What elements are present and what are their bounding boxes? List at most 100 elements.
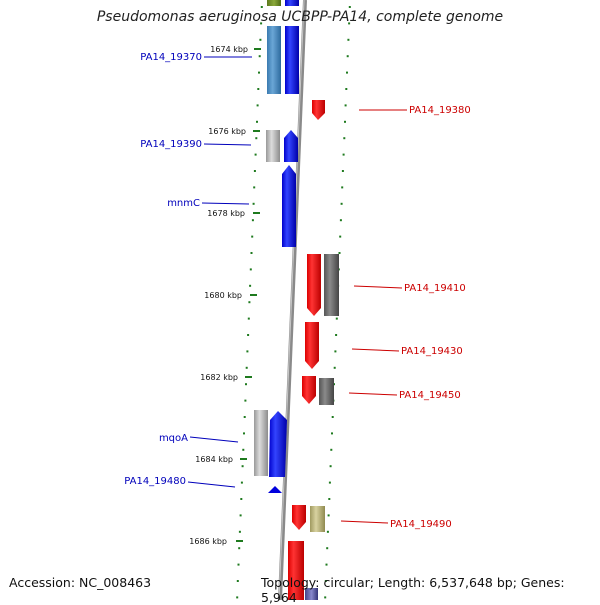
tick-dot bbox=[247, 334, 250, 336]
gene-olive[interactable] bbox=[267, 0, 281, 6]
tick-dot bbox=[328, 498, 331, 500]
gene-pa14-19430[interactable] bbox=[305, 322, 319, 369]
tick-dot bbox=[247, 317, 250, 320]
tick-dot bbox=[333, 366, 336, 369]
tick-dot bbox=[245, 366, 248, 369]
tick-dot bbox=[331, 416, 334, 418]
map-title: Pseudomonas aeruginosa UCBPP-PA14, compl… bbox=[96, 9, 504, 25]
tick-dot bbox=[253, 170, 256, 172]
kbp-tick bbox=[240, 458, 247, 460]
gene-pa14-19410[interactable] bbox=[307, 254, 321, 316]
tick-dot bbox=[239, 514, 242, 517]
tick-dot bbox=[324, 580, 327, 582]
tick-dot bbox=[246, 350, 249, 353]
gene-label-pa14-19390[interactable]: PA14_19390 bbox=[140, 139, 202, 150]
gene-mqoa-light[interactable] bbox=[254, 410, 268, 476]
tick-dot bbox=[251, 219, 254, 222]
tick-dot bbox=[335, 334, 338, 336]
leader-line bbox=[353, 285, 403, 289]
tick-dot bbox=[341, 170, 344, 172]
gene-mqoa[interactable] bbox=[269, 411, 287, 477]
gene-pa14-19380[interactable] bbox=[312, 100, 325, 120]
leader-line bbox=[187, 481, 236, 488]
tick-dot bbox=[258, 55, 261, 58]
gene-pa14-19370[interactable] bbox=[285, 26, 299, 94]
gene-pa14-19450-gray[interactable] bbox=[319, 378, 334, 405]
tick-dot bbox=[339, 219, 342, 222]
tick-dot bbox=[245, 383, 247, 386]
tick-dot bbox=[249, 268, 252, 271]
gene-blue-top[interactable] bbox=[285, 0, 299, 6]
tick-dot bbox=[257, 88, 260, 90]
tick-dot bbox=[344, 104, 347, 107]
tick-dot bbox=[335, 317, 338, 320]
tick-dot bbox=[237, 563, 240, 566]
gene-label-pa14-19450[interactable]: PA14_19450 bbox=[399, 390, 461, 401]
right-gene-labels: PA14_19380 PA14_19410 PA14_19430 PA14_19… bbox=[340, 105, 471, 530]
tick-dot bbox=[240, 481, 243, 484]
gene-label-pa14-19380[interactable]: PA14_19380 bbox=[409, 105, 471, 116]
gene-pa14-19450[interactable] bbox=[302, 376, 316, 404]
left-tick-column bbox=[236, 6, 263, 599]
gene-label-pa14-19490[interactable]: PA14_19490 bbox=[390, 519, 452, 530]
gene-label-pa14-19370[interactable]: PA14_19370 bbox=[140, 52, 202, 63]
gene-purple-bottom[interactable] bbox=[305, 588, 318, 600]
tick-dot bbox=[236, 596, 239, 599]
gene-pa14-19490[interactable] bbox=[292, 505, 306, 530]
tick-dot bbox=[348, 6, 351, 8]
kbp-label-1684: 1684 kbp bbox=[195, 455, 233, 464]
leader-line bbox=[348, 392, 398, 396]
gene-pa14-19390[interactable] bbox=[284, 130, 298, 162]
tick-dot bbox=[243, 416, 246, 418]
tick-dot bbox=[259, 38, 262, 41]
tick-dot bbox=[346, 55, 349, 58]
kbp-label-1678: 1678 kbp bbox=[207, 209, 245, 218]
leader-line bbox=[351, 348, 400, 352]
tick-dot bbox=[238, 530, 241, 533]
tick-dot bbox=[325, 563, 328, 566]
kbp-tick bbox=[253, 130, 260, 132]
gene-pa14-19490-khaki[interactable] bbox=[310, 506, 325, 532]
tick-dot bbox=[326, 530, 329, 533]
gene-pa14-19370-steel[interactable] bbox=[267, 26, 281, 94]
leader-line bbox=[201, 202, 250, 205]
accession-text: Accession: NC_008463 bbox=[9, 575, 152, 590]
gene-label-pa14-19410[interactable]: PA14_19410 bbox=[404, 283, 466, 294]
tick-dot bbox=[347, 38, 350, 41]
gene-mnmc[interactable] bbox=[282, 165, 296, 247]
kbp-label-1682: 1682 kbp bbox=[200, 373, 238, 382]
tick-dot bbox=[252, 202, 255, 205]
tick-dot bbox=[338, 252, 341, 254]
tick-dot bbox=[251, 235, 254, 238]
tick-dot bbox=[334, 350, 337, 353]
tick-dot bbox=[348, 22, 351, 25]
gene-pa14-19480[interactable] bbox=[268, 486, 282, 493]
genome-backbone-highlight bbox=[278, 0, 305, 601]
genome-backbone bbox=[278, 0, 307, 601]
tick-dot bbox=[248, 301, 251, 304]
kbp-label-1674: 1674 kbp bbox=[210, 45, 248, 54]
tick-dot bbox=[253, 186, 256, 189]
kbp-label-1686: 1686 kbp bbox=[189, 537, 227, 546]
tick-dot bbox=[343, 137, 346, 140]
gene-pa14-19410-gray[interactable] bbox=[324, 254, 339, 316]
tick-dot bbox=[260, 6, 263, 8]
genome-summary-text: Topology: circular; Length: 6,537,648 bp… bbox=[261, 575, 565, 605]
kbp-label-1680: 1680 kbp bbox=[204, 291, 242, 300]
kbp-label-1676: 1676 kbp bbox=[208, 127, 246, 136]
tick-dot bbox=[236, 580, 239, 582]
gene-label-mqoa[interactable]: mqoA bbox=[159, 433, 188, 444]
gene-red-bottom[interactable] bbox=[288, 541, 304, 600]
tick-dot bbox=[258, 71, 260, 74]
tick-dot bbox=[339, 235, 342, 238]
gene-label-mnmc[interactable]: mnmC bbox=[167, 198, 200, 209]
tick-dot bbox=[324, 596, 327, 599]
gene-label-pa14-19480[interactable]: PA14_19480 bbox=[124, 476, 186, 487]
gene-pa14-19390-light[interactable] bbox=[266, 130, 280, 162]
tick-dot bbox=[330, 448, 333, 451]
gene-label-pa14-19430[interactable]: PA14_19430 bbox=[401, 346, 463, 357]
leader-line bbox=[340, 520, 389, 524]
tick-dot bbox=[242, 448, 245, 451]
tick-dot bbox=[256, 120, 258, 123]
